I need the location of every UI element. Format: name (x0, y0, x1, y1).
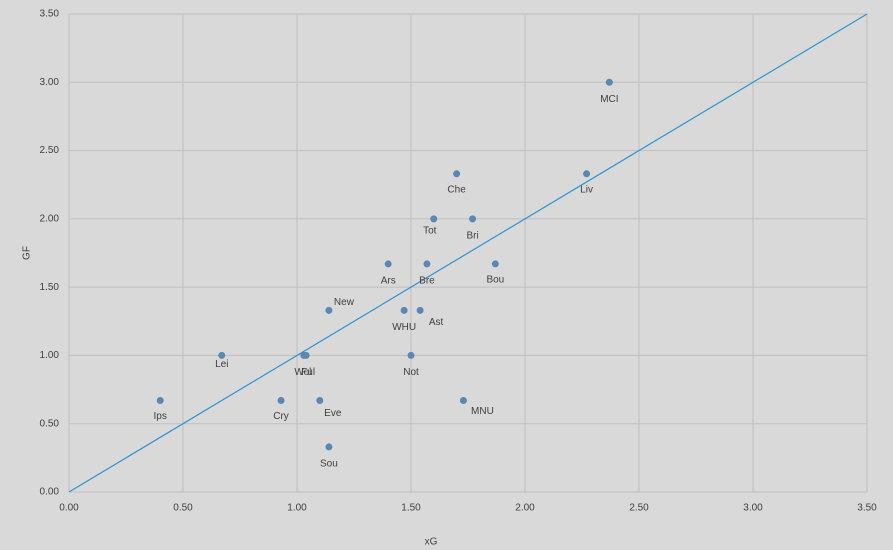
point-label: Che (447, 184, 466, 195)
point-label: Ars (381, 276, 396, 287)
point-label: Not (403, 367, 419, 378)
x-tick-label: 0.00 (59, 503, 79, 514)
point (583, 170, 591, 178)
y-tick-label: 2.00 (40, 213, 60, 224)
point-label: Eve (324, 408, 342, 419)
point-label: WHU (392, 322, 416, 333)
point (453, 170, 461, 178)
x-tick-label: 3.50 (857, 503, 877, 514)
y-tick-label: 0.50 (40, 418, 60, 429)
y-tick-label: 2.50 (40, 145, 60, 156)
y-tick-label: 0.00 (40, 487, 60, 498)
point (384, 260, 392, 268)
y-tick-label: 3.00 (40, 77, 60, 88)
point-label: Cry (273, 411, 289, 422)
point-label: Tot (423, 225, 437, 236)
point-label: Ast (429, 317, 444, 328)
point (277, 396, 285, 404)
point (156, 396, 164, 404)
point (469, 215, 477, 223)
point (316, 396, 324, 404)
point (407, 351, 415, 359)
x-tick-label: 2.00 (515, 503, 535, 514)
y-tick-label: 1.00 (40, 350, 60, 361)
point-label: Lei (215, 359, 228, 370)
point-label: New (334, 297, 355, 308)
point-label: Liv (580, 184, 593, 195)
x-tick-label: 0.50 (173, 503, 193, 514)
point (400, 306, 408, 314)
point (325, 306, 333, 314)
y-tick-label: 1.50 (40, 282, 60, 293)
x-tick-label: 2.50 (629, 503, 649, 514)
point-label: MCI (600, 94, 618, 105)
point (605, 78, 613, 86)
point (491, 260, 499, 268)
point-label: Sou (320, 459, 338, 470)
point-label: Bri (466, 230, 478, 241)
point-label: Bou (486, 275, 504, 286)
point (459, 396, 467, 404)
y-tick-label: 3.50 (40, 9, 60, 20)
point (423, 260, 431, 268)
y-axis-title: GF (22, 246, 33, 260)
point (430, 215, 438, 223)
x-tick-label: 1.00 (287, 503, 307, 514)
point-label: Ips (154, 411, 167, 422)
point (325, 443, 333, 451)
point (302, 351, 310, 359)
point (416, 306, 424, 314)
point-label: Wol (294, 367, 311, 378)
x-tick-label: 1.50 (401, 503, 421, 514)
point-label: MNU (471, 406, 494, 417)
reference-line (68, 13, 868, 493)
point-label: Ful (301, 367, 315, 378)
point-label: Bre (419, 276, 435, 287)
point (218, 351, 226, 359)
x-tick-label: 3.00 (743, 503, 763, 514)
x-axis-title: xG (425, 537, 438, 548)
